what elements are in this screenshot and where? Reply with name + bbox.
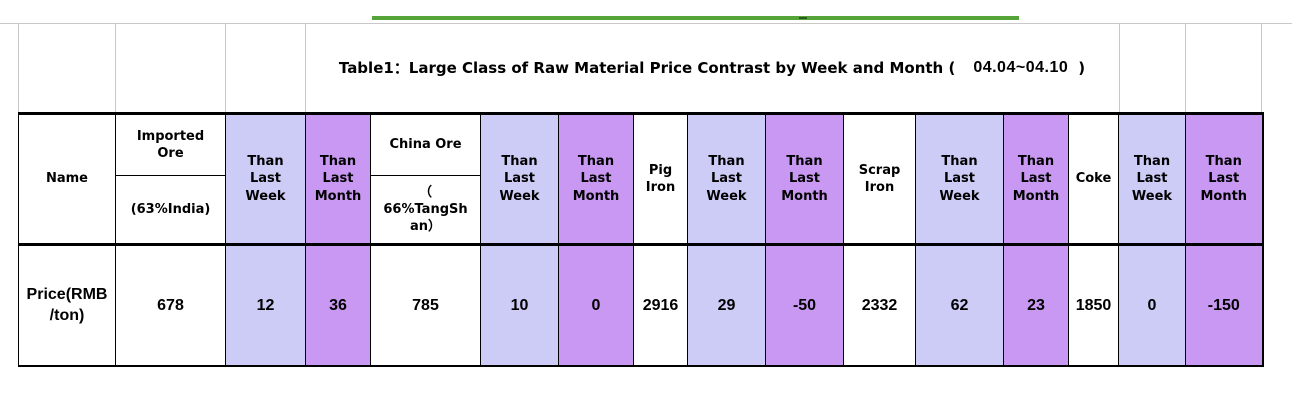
worksheet-gridline: [1261, 23, 1262, 112]
header-imported-ore: Imported Ore: [115, 113, 226, 176]
green-divider-line: [372, 16, 1019, 20]
value-china-ore-vs-month: 0: [558, 243, 634, 366]
value-china-ore-price: 785: [370, 243, 481, 366]
value-scrap-iron-vs-week: 62: [915, 243, 1004, 366]
value-coke-price: 1850: [1068, 243, 1119, 366]
value-imported-ore-vs-week: 12: [225, 243, 306, 366]
price-contrast-table: Name Imported Ore Than Last Week Than La…: [18, 112, 1264, 367]
value-scrap-iron-price: 2332: [843, 243, 916, 366]
value-china-ore-vs-week: 10: [480, 243, 559, 366]
worksheet-gridline: [115, 23, 116, 112]
worksheet-gridline: [305, 23, 306, 112]
header-than-last-week: Than Last Week: [480, 113, 559, 245]
header-pig-iron: Pig Iron: [633, 113, 688, 245]
worksheet-gridline: [0, 23, 1292, 24]
header-than-last-week: Than Last Week: [915, 113, 1004, 245]
header-than-last-week: Than Last Week: [1118, 113, 1186, 245]
header-china-ore-spec: （ 66%TangSh an）: [370, 175, 481, 245]
table-title: Table1：Large Class of Raw Material Price…: [305, 23, 1119, 112]
value-pig-iron-vs-week: 29: [687, 243, 766, 366]
green-divider-tick: [799, 17, 807, 19]
value-coke-vs-week: 0: [1118, 243, 1186, 366]
table-title-text: Table1：Large Class of Raw Material Price…: [338, 59, 956, 77]
value-imported-ore-vs-month: 36: [305, 243, 371, 366]
date-range: 04.04~04.10: [973, 58, 1069, 76]
header-than-last-month: Than Last Month: [1003, 113, 1069, 245]
table-title-close-paren: ): [1078, 58, 1086, 77]
header-imported-ore-spec: (63%India): [115, 175, 226, 245]
header-than-last-month: Than Last Month: [305, 113, 371, 245]
worksheet-gridline: [18, 23, 19, 112]
value-scrap-iron-vs-month: 23: [1003, 243, 1069, 366]
value-pig-iron-vs-month: -50: [765, 243, 844, 366]
worksheet-gridline: [1119, 23, 1120, 112]
header-name: Name: [18, 113, 116, 245]
worksheet-gridline: [225, 23, 226, 112]
header-coke: Coke: [1068, 113, 1119, 245]
worksheet-gridline: [1185, 23, 1186, 112]
header-china-ore: China Ore: [370, 113, 481, 176]
header-than-last-month: Than Last Month: [1185, 113, 1263, 245]
header-scrap-iron: Scrap Iron: [843, 113, 916, 245]
value-coke-vs-month: -150: [1185, 243, 1263, 366]
value-pig-iron-price: 2916: [633, 243, 688, 366]
row-label-price: Price(RMB /ton): [18, 243, 116, 366]
header-than-last-week: Than Last Week: [687, 113, 766, 245]
header-than-last-week: Than Last Week: [225, 113, 306, 245]
header-than-last-month: Than Last Month: [558, 113, 634, 245]
value-imported-ore-price: 678: [115, 243, 226, 366]
header-than-last-month: Than Last Month: [765, 113, 844, 245]
